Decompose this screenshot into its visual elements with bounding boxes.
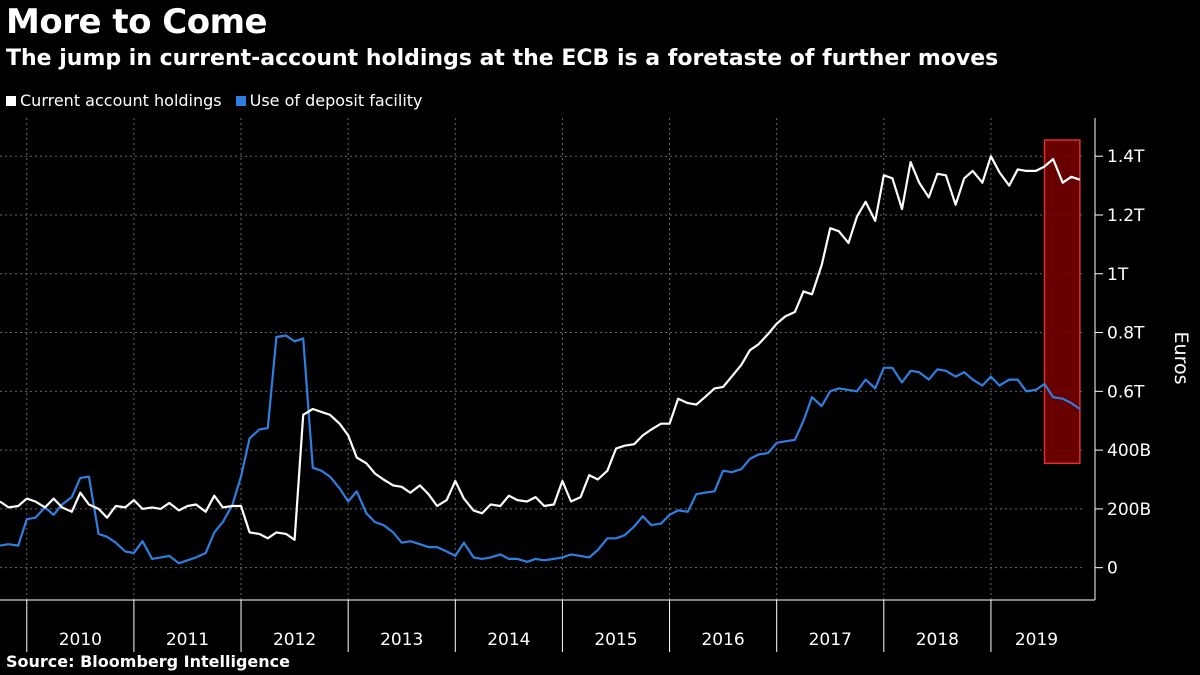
x-tick-label: 2010 [59, 630, 102, 650]
x-tick-label: 2012 [273, 630, 316, 650]
highlight-region [1043, 139, 1081, 465]
y-tick-label: 1T [1107, 265, 1129, 285]
y-tick-label: 400B [1107, 441, 1151, 461]
legend: Current account holdings Use of deposit … [6, 90, 423, 112]
series-line-current-account [0, 155, 1081, 541]
x-tick-label: 2019 [1015, 630, 1058, 650]
x-tick-label: 2015 [594, 630, 637, 650]
x-tick-label: 2016 [701, 630, 744, 650]
highlight-layer [1043, 139, 1081, 465]
y-tick-label: 1.2T [1107, 206, 1145, 226]
chart-title: More to Come [6, 2, 268, 42]
legend-swatch-deposit-facility [235, 96, 246, 106]
axis-layer: 0 200B 400B 0.6T 0.8T 1T 1.2T 1.4T 2010 2011 2012 2… [0, 118, 1151, 652]
y-axis-title: Euros [1170, 332, 1192, 385]
x-tick-label: 2011 [166, 630, 209, 650]
legend-swatch-current-account [6, 96, 16, 106]
legend-item-current-account: Current account holdings [6, 90, 222, 112]
grid [0, 118, 1082, 600]
x-tick-label: 2017 [809, 630, 852, 650]
x-tick-label: 2013 [380, 630, 423, 650]
y-tick-label: 0.6T [1107, 382, 1145, 402]
x-tick-label: 2018 [916, 630, 959, 650]
legend-label-current-account: Current account holdings [20, 91, 222, 110]
y-tick-label: 0 [1107, 559, 1118, 579]
x-tick-label: 2014 [487, 630, 530, 650]
legend-label-deposit-facility: Use of deposit facility [249, 91, 423, 110]
series-layer [0, 155, 1081, 565]
y-tick-label: 0.8T [1107, 324, 1145, 344]
source-note: Source: Bloomberg Intelligence [6, 652, 290, 671]
legend-item-deposit-facility: Use of deposit facility [235, 90, 423, 112]
chart-subtitle: The jump in current-account holdings at … [6, 46, 999, 71]
y-tick-label: 200B [1107, 500, 1151, 520]
y-tick-label: 1.4T [1107, 147, 1145, 167]
series-line-deposit-facility [0, 334, 1081, 565]
